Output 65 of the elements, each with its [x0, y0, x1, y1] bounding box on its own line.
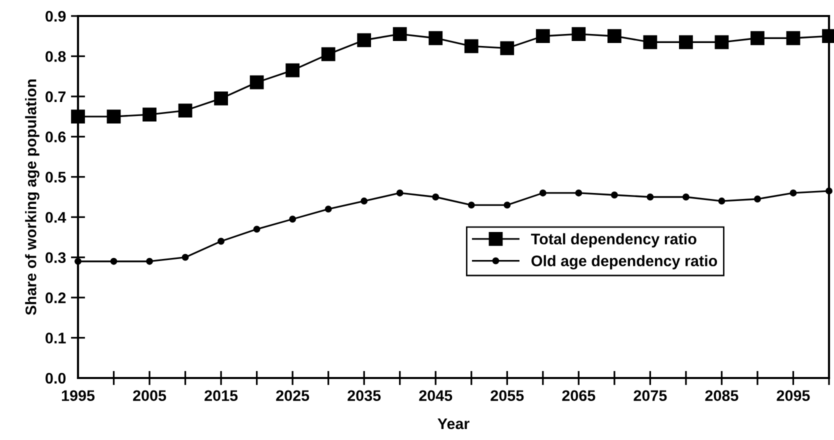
y-tick-label: 0.8 — [46, 51, 66, 62]
point — [253, 226, 260, 233]
x-tick-label: 2005 — [133, 390, 166, 402]
point — [360, 198, 368, 204]
y-tick-label: 0.1 — [46, 332, 66, 344]
point — [679, 35, 693, 50]
point — [504, 202, 511, 209]
point — [786, 31, 800, 46]
point — [432, 194, 440, 200]
point — [396, 190, 404, 196]
point — [468, 202, 475, 209]
point — [182, 254, 189, 261]
point — [357, 33, 372, 48]
y-tick-label: 0.2 — [46, 292, 66, 304]
legend-label: Old age dependency ratio — [531, 255, 718, 270]
y-axis-title: Share of working age population — [25, 80, 40, 315]
point — [218, 238, 225, 245]
y-tick-label: 0.9 — [46, 10, 66, 22]
point — [790, 190, 797, 196]
point — [142, 108, 156, 122]
y-tick-label: 0.5 — [46, 172, 66, 183]
x-tick-label: 2015 — [204, 390, 238, 402]
point — [321, 47, 336, 62]
point — [682, 194, 690, 200]
x-tick-label: 2025 — [276, 390, 310, 402]
point — [607, 29, 622, 44]
point — [643, 35, 658, 50]
x-axis-title: Year — [438, 418, 470, 430]
x-tick-label: 2085 — [705, 390, 738, 402]
point — [286, 63, 300, 78]
point — [575, 190, 582, 196]
point — [289, 216, 296, 223]
point — [214, 92, 228, 106]
point — [750, 31, 764, 46]
point — [250, 75, 264, 90]
point — [392, 27, 407, 42]
x-tick-label: 1995 — [62, 390, 95, 402]
point — [146, 258, 153, 265]
point — [106, 110, 121, 124]
x-tick-label: 2075 — [634, 390, 667, 402]
y-tick-label: 0.3 — [46, 252, 66, 264]
point — [754, 196, 761, 202]
point — [718, 198, 726, 204]
y-tick-label: 0.7 — [46, 91, 66, 102]
y-tick-label: 0.6 — [46, 132, 66, 142]
legend-label: Total dependency ratio — [531, 233, 696, 248]
point — [572, 27, 586, 42]
point — [539, 190, 546, 196]
x-tick-label: 2035 — [348, 390, 381, 402]
point — [324, 206, 332, 213]
x-tick-label: 2055 — [490, 390, 524, 402]
point — [428, 31, 443, 46]
point — [714, 35, 729, 50]
point — [610, 192, 618, 198]
x-tick-label: 2095 — [776, 390, 810, 402]
point — [464, 39, 478, 54]
point — [536, 29, 550, 44]
point — [110, 258, 118, 265]
x-tick-label: 2065 — [562, 390, 596, 402]
point — [178, 104, 192, 118]
y-tick-label: 0.4 — [46, 212, 66, 223]
y-tick-label: 0.0 — [46, 372, 66, 384]
point — [500, 41, 514, 56]
x-tick-label: 2045 — [419, 390, 452, 402]
point — [646, 194, 654, 200]
